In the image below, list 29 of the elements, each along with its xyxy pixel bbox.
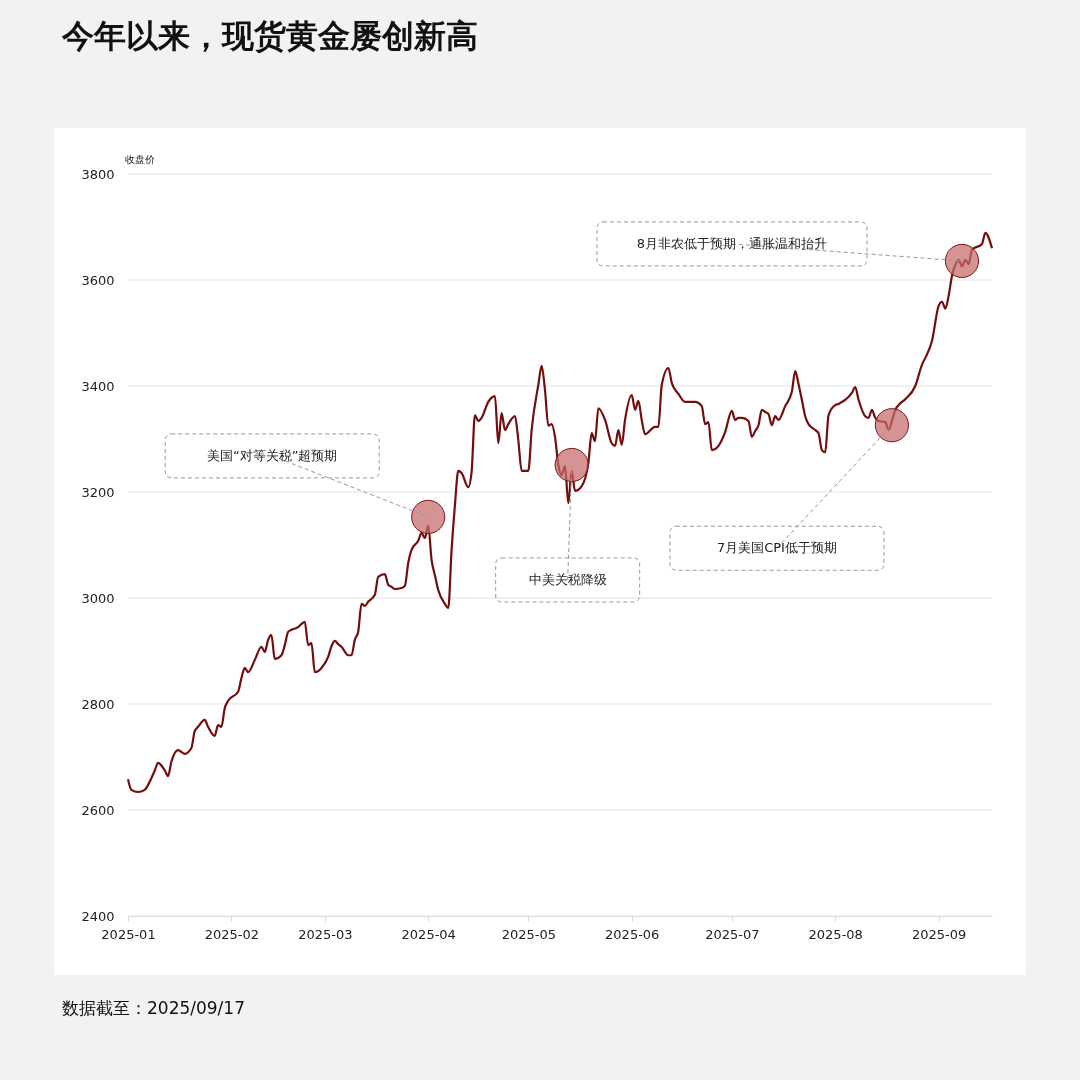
x-tick-label: 2025-01 [101,926,156,942]
y-tick-label: 3600 [81,272,115,288]
x-tick-label: 2025-09 [911,926,967,942]
text: 数据截至：2025/09/17 [62,998,245,1018]
x-tick-label: 2025-06 [605,926,660,942]
x-tick-label: 2025-05 [501,926,556,942]
y-tick-label: 3400 [81,378,115,394]
x-tick-label: 2025-07 [705,926,760,942]
point [944,243,980,278]
point [874,408,910,443]
chart-title: 今年以来，现货黄金屡创新高 [61,17,478,55]
line-series [126,231,994,794]
y-tick-label: 3200 [81,484,115,500]
y-tick-label: 3000 [81,590,115,606]
y-tick-label: 3800 [81,166,115,182]
annotation: 7月美国CPI低于预期 [716,540,837,556]
y-tick-label: 2600 [81,802,115,818]
y-tick-label: 2800 [81,696,115,712]
x-tick-label: 2025-08 [808,926,863,942]
point [554,447,589,483]
y-axis-title: 收盘价 [124,153,155,165]
x-tick-label: 2025-04 [401,926,456,942]
y-tick-label: 2400 [81,908,115,924]
annotation: 美国“对等关税”超预期 [206,447,338,463]
annotation: 中美关税降级 [528,571,607,587]
x-tick-label: 2025-02 [204,926,260,942]
annotation: 8月非农低于预期，通胀温和抬升 [636,235,828,251]
point [411,499,446,534]
x-tick-label: 2025-03 [298,926,353,942]
